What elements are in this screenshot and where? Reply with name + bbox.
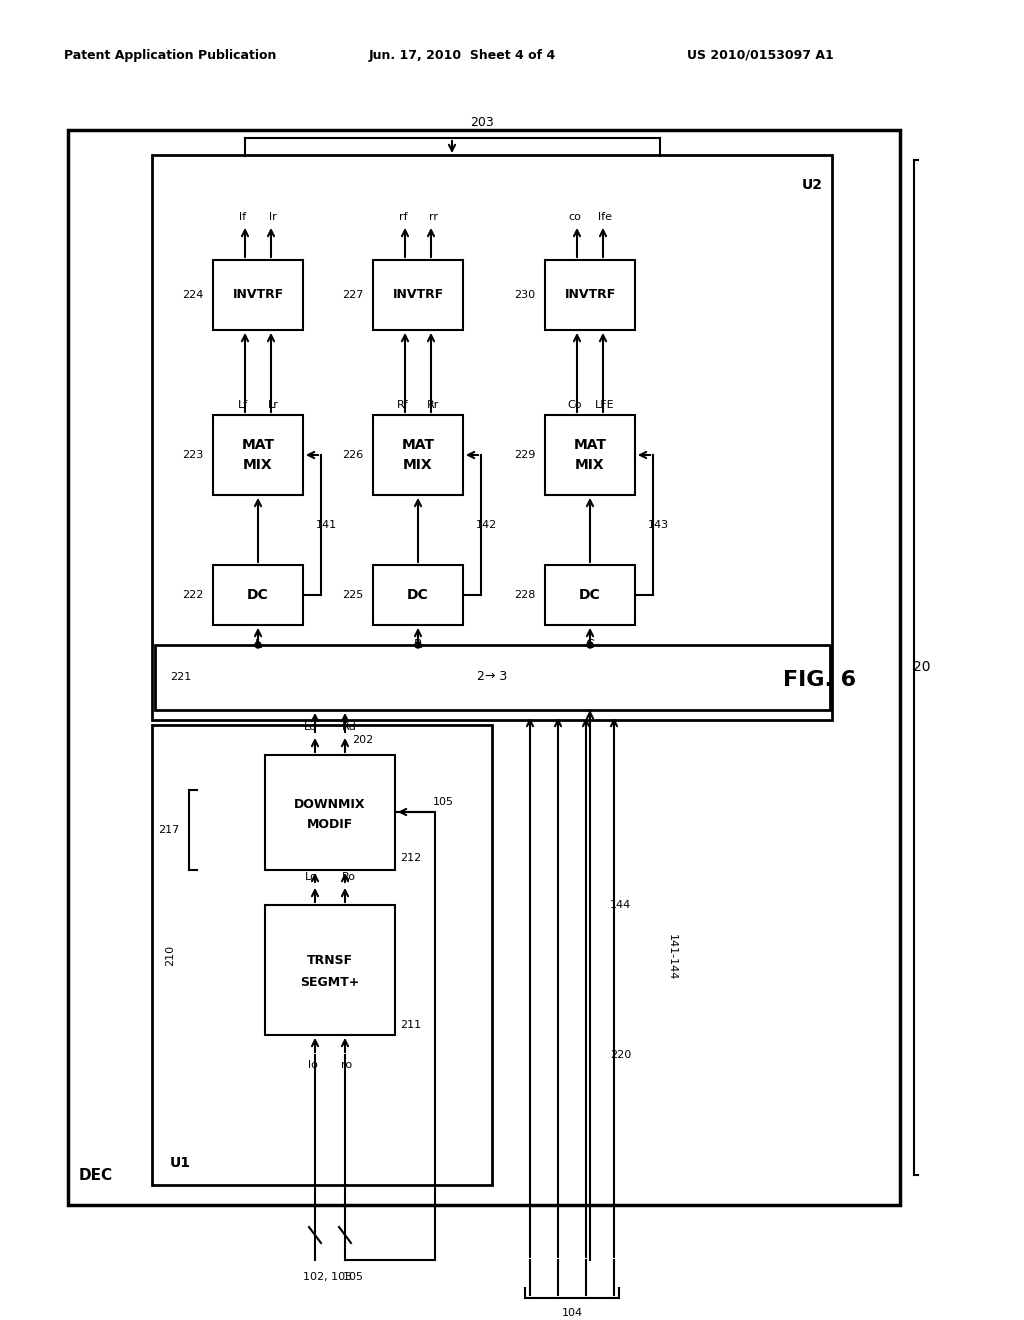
Bar [152,725,492,1185]
Text: Co: Co [567,400,583,411]
Text: 225: 225 [342,590,364,601]
Bar [373,260,463,330]
Text: U2: U2 [802,178,822,191]
Text: lfe: lfe [598,213,612,222]
Text: MIX: MIX [243,458,272,473]
Text: DC: DC [408,587,429,602]
Text: Jun. 17, 2010  Sheet 4 of 4: Jun. 17, 2010 Sheet 4 of 4 [369,49,556,62]
Text: 105: 105 [432,797,454,807]
Text: Lf: Lf [238,400,248,411]
Text: Rf: Rf [397,400,409,411]
Text: MODIF: MODIF [307,817,353,830]
Text: SEGMT+: SEGMT+ [300,975,359,989]
Text: Patent Application Publication: Patent Application Publication [63,49,276,62]
Text: 210: 210 [165,944,175,965]
Text: INVTRF: INVTRF [232,289,284,301]
Text: DOWNMIX: DOWNMIX [294,797,366,810]
Text: Ld: Ld [304,722,317,733]
Text: L: L [255,639,261,652]
Bar [213,414,303,495]
Text: lf: lf [240,213,247,222]
Text: 223: 223 [182,450,204,459]
Text: Rd: Rd [342,722,356,733]
Text: MAT: MAT [242,438,274,451]
Text: 203: 203 [470,116,494,129]
Circle shape [255,642,261,648]
Bar [68,129,900,1205]
Text: U1: U1 [170,1156,190,1170]
Text: 141-144: 141-144 [667,933,677,981]
Text: 222: 222 [182,590,204,601]
Bar [213,565,303,624]
Text: co: co [568,213,582,222]
Text: ro: ro [341,1060,352,1071]
Text: 104: 104 [561,1308,583,1317]
Bar [265,906,395,1035]
Text: MAT: MAT [401,438,434,451]
Text: FIG. 6: FIG. 6 [783,671,856,690]
Text: Rr: Rr [427,400,439,411]
Text: R: R [414,639,422,652]
Text: Lo: Lo [304,873,317,882]
Bar [265,755,395,870]
Text: TRNSF: TRNSF [307,953,353,966]
Text: 143: 143 [647,520,669,531]
Text: 217: 217 [159,825,179,836]
Bar [545,260,635,330]
Text: INVTRF: INVTRF [392,289,443,301]
Text: 105: 105 [342,1272,364,1282]
Text: Lr: Lr [267,400,279,411]
Text: 226: 226 [342,450,364,459]
Bar [545,565,635,624]
Text: MIX: MIX [403,458,433,473]
Text: lo: lo [308,1060,317,1071]
Text: DEC: DEC [79,1167,113,1183]
Text: 211: 211 [400,1020,421,1030]
Text: 212: 212 [400,853,421,863]
Circle shape [415,642,421,648]
Text: 221: 221 [170,672,191,682]
Text: 202: 202 [352,735,374,744]
Text: lr: lr [269,213,276,222]
Text: 141: 141 [315,520,337,531]
Bar [545,414,635,495]
Text: rr: rr [428,213,437,222]
Bar [155,645,830,710]
Text: 224: 224 [182,290,204,300]
Text: 20: 20 [913,660,931,675]
Text: LFE: LFE [595,400,614,411]
Text: 229: 229 [514,450,536,459]
Bar [152,154,831,719]
Bar [373,414,463,495]
Text: 220: 220 [610,1049,631,1060]
Bar [373,565,463,624]
Text: DC: DC [247,587,269,602]
Text: US 2010/0153097 A1: US 2010/0153097 A1 [687,49,834,62]
Text: C: C [586,639,594,652]
Text: INVTRF: INVTRF [564,289,615,301]
Text: 228: 228 [514,590,536,601]
Text: 230: 230 [514,290,536,300]
Text: rf: rf [398,213,408,222]
Bar [213,260,303,330]
Text: DC: DC [580,587,601,602]
Text: 2→ 3: 2→ 3 [477,671,507,684]
Text: Ro: Ro [342,873,356,882]
Text: 144: 144 [609,900,631,909]
Text: MIX: MIX [575,458,605,473]
Text: MAT: MAT [573,438,606,451]
Text: 142: 142 [475,520,497,531]
Text: 227: 227 [342,290,364,300]
Text: 102, 103: 102, 103 [303,1272,352,1282]
Circle shape [587,642,593,648]
